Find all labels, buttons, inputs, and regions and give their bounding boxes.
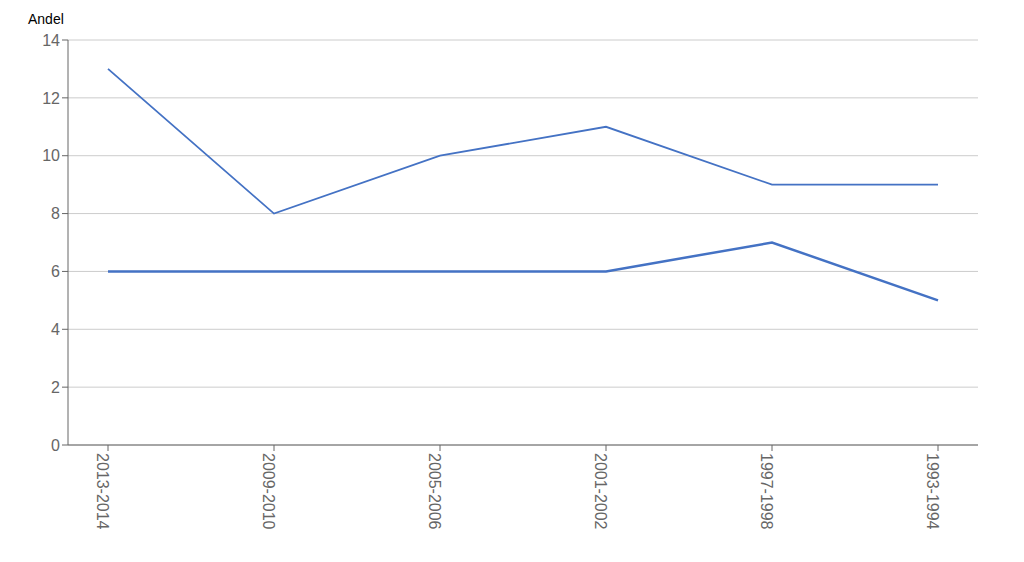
svg-text:2001-2002: 2001-2002 xyxy=(592,453,609,530)
svg-text:8: 8 xyxy=(51,205,60,222)
svg-text:2009-2010: 2009-2010 xyxy=(260,453,277,530)
svg-text:10: 10 xyxy=(42,147,60,164)
svg-text:4: 4 xyxy=(51,321,60,338)
svg-text:0: 0 xyxy=(51,437,60,454)
svg-text:1997-1998: 1997-1998 xyxy=(758,453,775,530)
svg-text:2013-2014: 2013-2014 xyxy=(94,453,111,530)
svg-text:6: 6 xyxy=(51,263,60,280)
svg-text:1993-1994: 1993-1994 xyxy=(924,453,941,530)
svg-text:12: 12 xyxy=(42,90,60,107)
svg-text:14: 14 xyxy=(42,32,60,49)
html-text:Andel: Andel xyxy=(28,11,64,27)
svg-text:2: 2 xyxy=(51,379,60,396)
svg-text:2005-2006: 2005-2006 xyxy=(426,453,443,530)
